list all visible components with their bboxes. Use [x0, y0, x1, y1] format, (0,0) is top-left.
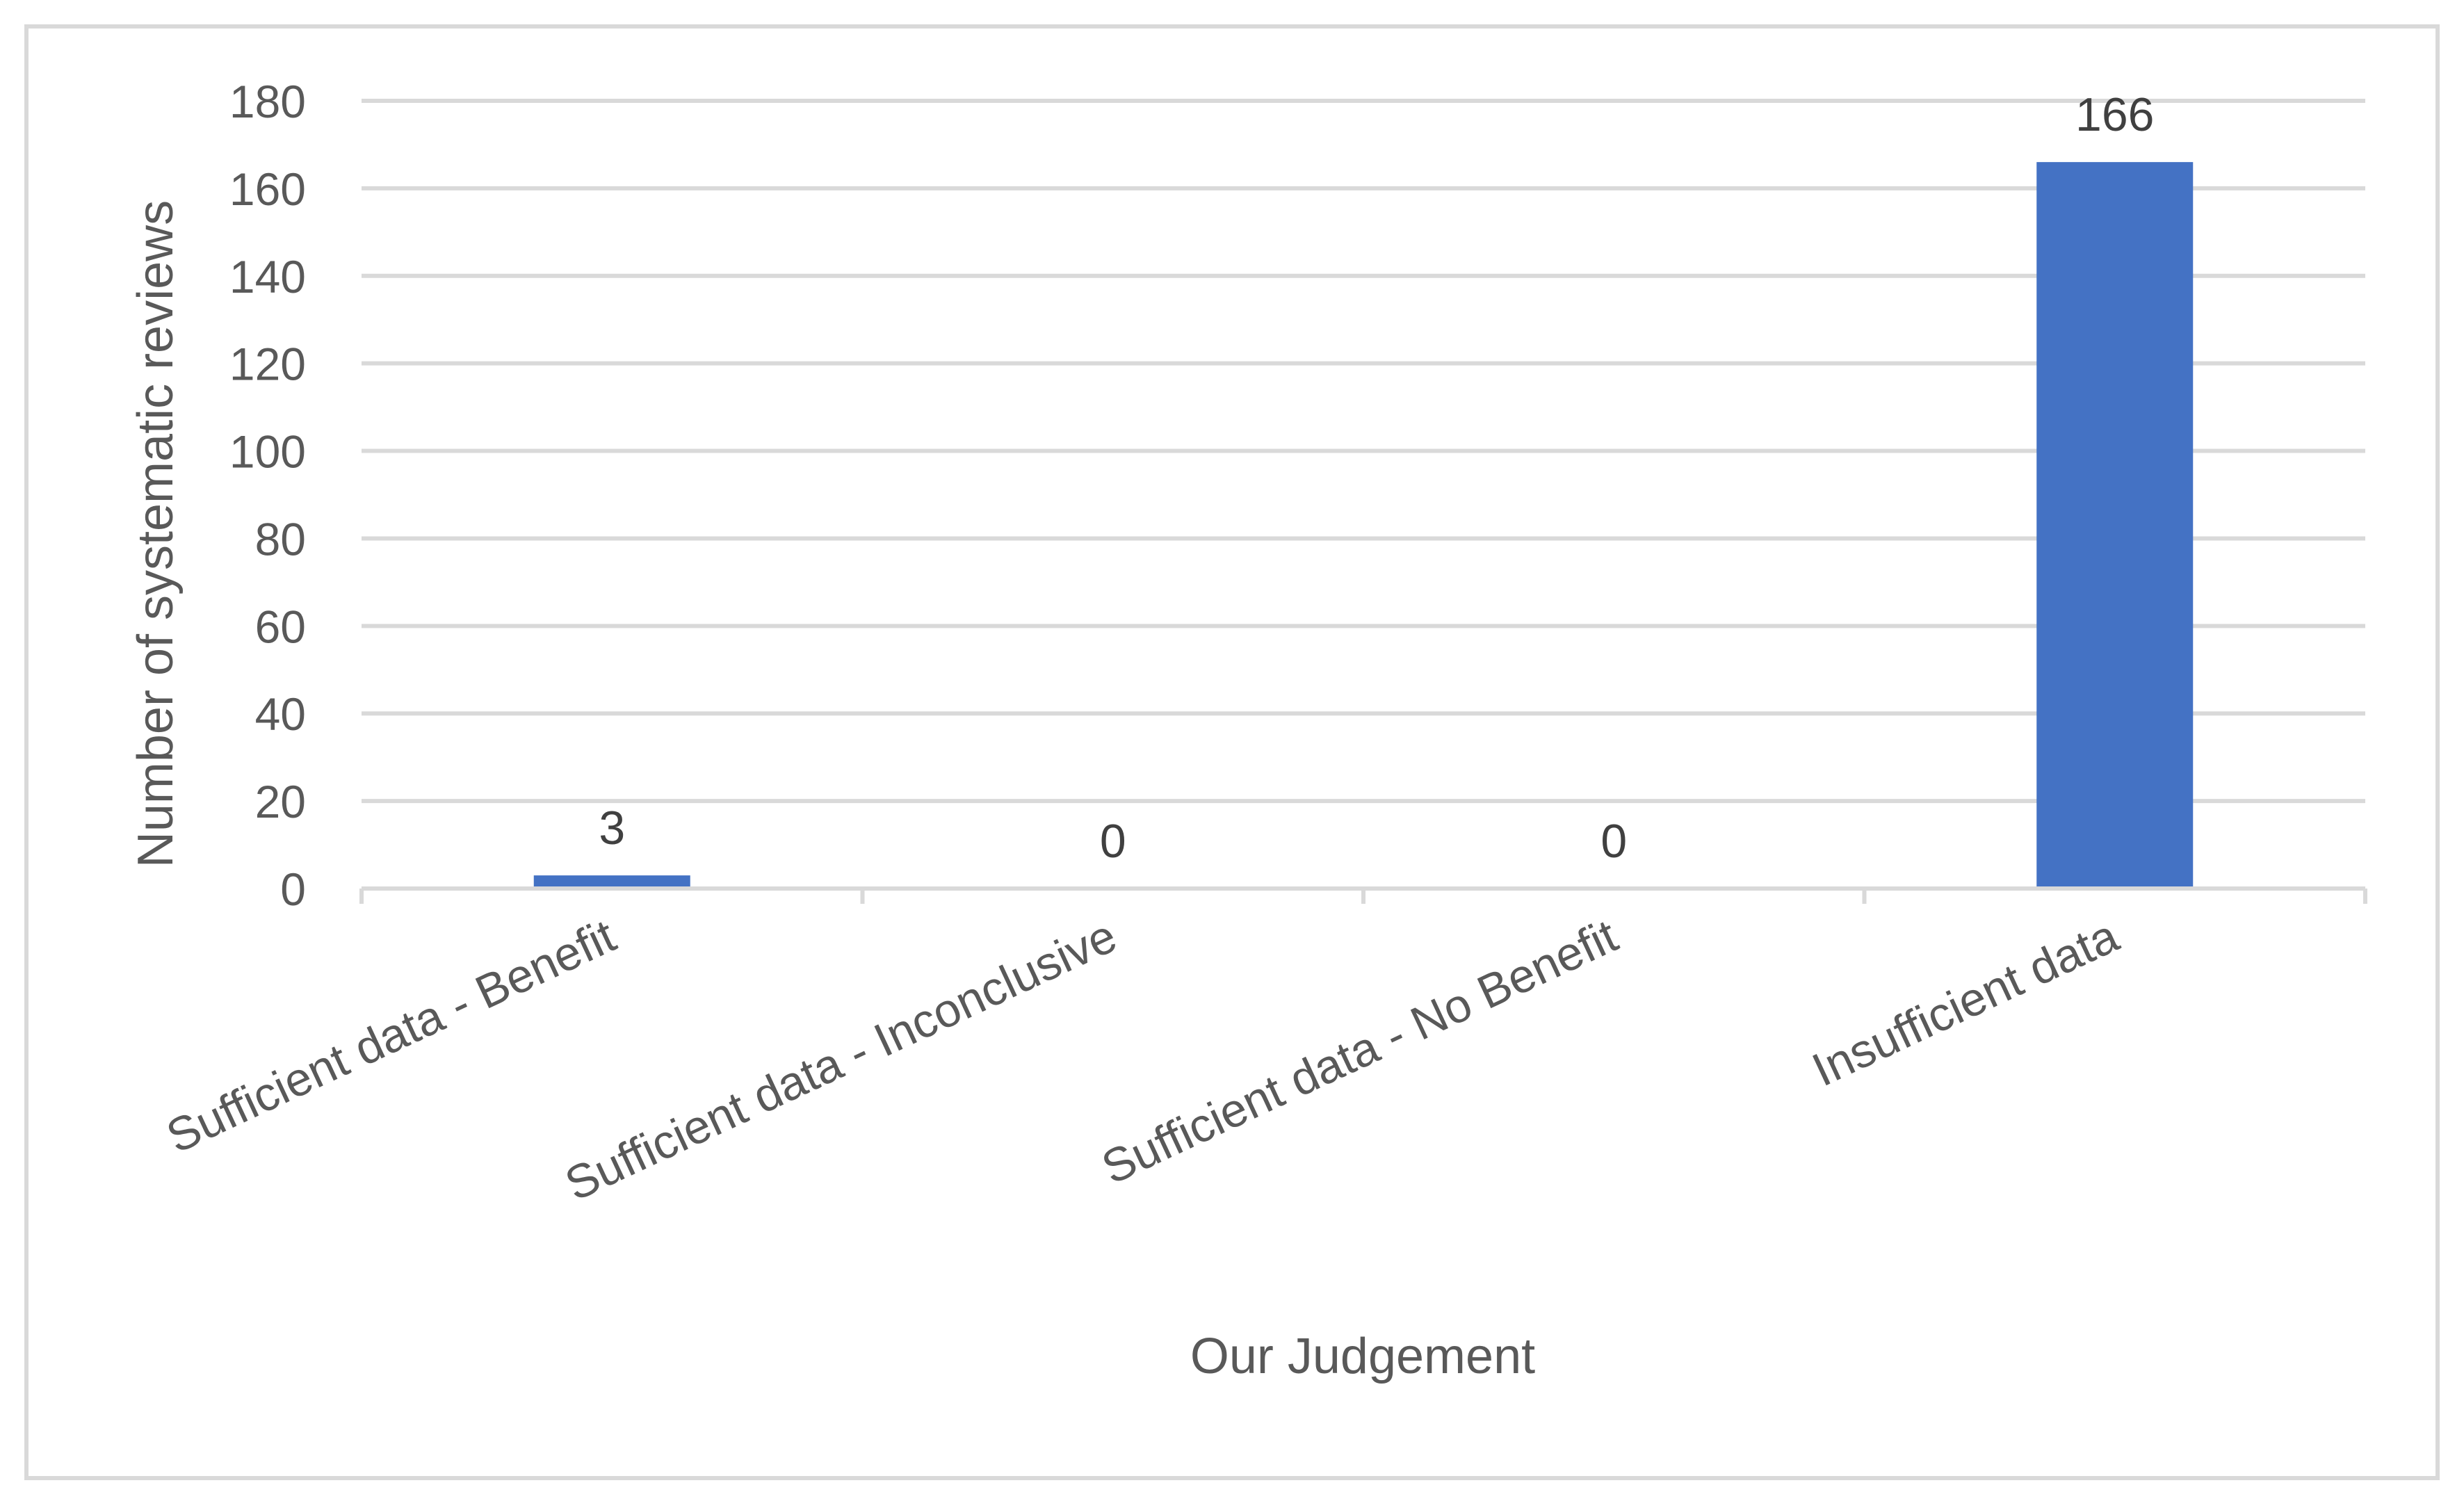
- x-axis-title: Our Judgement: [1190, 1329, 1535, 1384]
- y-tick-label: 180: [229, 76, 306, 127]
- y-tick-labels: 0 20 40 60 80 100 120 140 160 180: [229, 76, 306, 915]
- data-label: 0: [1600, 815, 1627, 868]
- y-tick-label: 140: [229, 251, 306, 302]
- y-tick-label: 80: [255, 513, 306, 565]
- y-tick-label: 20: [255, 776, 306, 827]
- data-label: 3: [599, 802, 625, 854]
- chart-border: [24, 24, 2440, 1480]
- bars: [533, 162, 2194, 887]
- y-tick-label: 40: [255, 688, 306, 740]
- data-labels: 3 0 0 166: [599, 88, 2154, 868]
- data-label: 0: [1100, 815, 1126, 868]
- y-tick-label: 120: [229, 339, 306, 390]
- y-tick-label: 100: [229, 426, 306, 478]
- bar: [2036, 162, 2194, 887]
- x-axis: [359, 886, 2367, 904]
- y-tick-label: 160: [229, 163, 306, 215]
- y-tick-label: 0: [280, 864, 306, 915]
- y-tick-label: 60: [255, 601, 306, 652]
- y-axis-title: Number of systematic reviews: [128, 200, 184, 868]
- grid-layer: [362, 99, 2365, 804]
- data-label: 166: [2075, 88, 2154, 141]
- bar: [533, 875, 690, 886]
